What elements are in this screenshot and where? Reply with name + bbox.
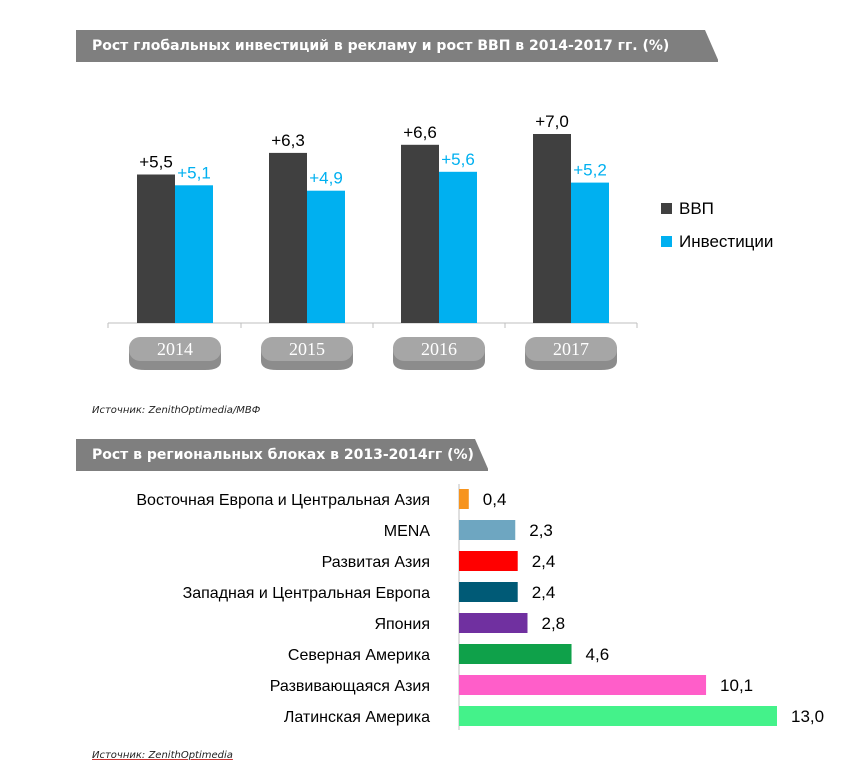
x-tick-label-2016: 2016 — [421, 339, 457, 359]
data-label-investment-2016: +5,6 — [441, 150, 475, 169]
year-plate-2014 — [129, 337, 221, 361]
data-label-gdp-2016: +6,6 — [403, 123, 437, 142]
region-value-label-4: 2,8 — [541, 614, 565, 633]
chart1-title-banner: Рост глобальных инвестиций в рекламу и р… — [76, 30, 719, 62]
region-bar-6 — [459, 675, 707, 695]
bar-investment-2017 — [571, 182, 609, 323]
bar-gdp-2017 — [533, 134, 571, 323]
region-bar-3 — [459, 582, 518, 602]
data-label-investment-2017: +5,2 — [573, 161, 607, 180]
chart2-title: Рост в региональных блоках в 2013-2014гг… — [92, 447, 474, 463]
region-value-label-0: 0,4 — [483, 490, 507, 509]
region-value-label-2: 2,4 — [532, 552, 556, 571]
legend-label-investment: Инвестиции — [679, 232, 773, 251]
region-bar-5 — [459, 644, 572, 664]
data-label-gdp-2015: +6,3 — [271, 131, 305, 150]
legend-label-gdp: ВВП — [679, 199, 714, 218]
region-bar-4 — [459, 613, 528, 633]
region-value-label-5: 4,6 — [586, 645, 610, 664]
region-label-5: Северная Америка — [288, 647, 430, 664]
legend-swatch-gdp — [661, 203, 672, 214]
legend-swatch-investment — [661, 236, 672, 247]
x-tick-label-2017: 2017 — [553, 339, 589, 359]
region-bar-0 — [459, 489, 469, 509]
data-label-gdp-2017: +7,0 — [535, 112, 569, 131]
region-value-label-6: 10,1 — [720, 676, 753, 695]
region-label-3: Западная и Центральная Европа — [183, 585, 431, 602]
region-label-7: Латинская Америка — [284, 709, 430, 726]
year-plate-2016 — [393, 337, 485, 361]
chart2-title-banner: Рост в региональных блоках в 2013-2014гг… — [76, 439, 489, 471]
data-label-investment-2015: +4,9 — [309, 169, 343, 188]
x-tick-label-2014: 2014 — [157, 339, 193, 359]
x-tick-label-2015: 2015 — [289, 339, 325, 359]
year-plate-2017 — [525, 337, 617, 361]
bar-investment-2015 — [307, 190, 345, 323]
region-bar-7 — [459, 706, 777, 726]
bar-investment-2016 — [439, 171, 477, 323]
region-value-label-7: 13,0 — [791, 707, 824, 726]
region-label-6: Развивающаяся Азия — [270, 678, 430, 695]
region-label-2: Развитая Азия — [322, 554, 430, 571]
region-value-label-3: 2,4 — [532, 583, 556, 602]
region-label-1: MENA — [384, 523, 431, 540]
region-bar-1 — [459, 520, 516, 540]
bar-investment-2014 — [175, 185, 213, 323]
bar-gdp-2014 — [137, 174, 175, 323]
region-label-4: Япония — [374, 616, 430, 633]
year-plate-2015 — [261, 337, 353, 361]
chart1-source: Источник: ZenithOptimedia/МВФ — [92, 405, 261, 416]
chart2-source: Источник: ZenithOptimedia — [92, 750, 233, 761]
bar-gdp-2016 — [401, 144, 439, 323]
chart1-title: Рост глобальных инвестиций в рекламу и р… — [92, 38, 670, 54]
data-label-investment-2014: +5,1 — [177, 163, 211, 182]
data-label-gdp-2014: +5,5 — [139, 153, 173, 172]
bar-gdp-2015 — [269, 152, 307, 323]
region-bar-2 — [459, 551, 518, 571]
region-label-0: Восточная Европа и Центральная Азия — [136, 492, 430, 509]
region-value-label-1: 2,3 — [529, 521, 553, 540]
